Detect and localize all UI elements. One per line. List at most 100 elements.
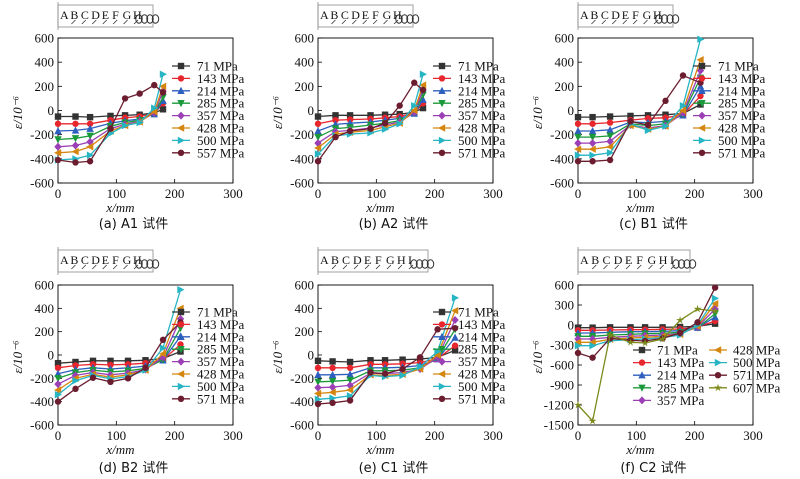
data-point xyxy=(136,90,143,97)
y-tick-label: 600 xyxy=(295,278,315,293)
y-tick-label: -400 xyxy=(30,394,54,409)
strip-gauge-mark xyxy=(393,19,399,25)
panel-caption: (f) C2 试件 xyxy=(620,461,686,476)
strip-gauge-mark xyxy=(386,264,392,270)
data-point xyxy=(606,143,614,151)
legend-marker xyxy=(714,372,722,379)
strip-gauge-mark xyxy=(612,19,617,25)
y-tick-label: -900 xyxy=(550,378,574,393)
data-point xyxy=(589,113,596,121)
legend-label: 607 MPa xyxy=(733,380,781,395)
data-point xyxy=(574,158,582,165)
strip-gauge-mark xyxy=(123,264,128,270)
legend-marker xyxy=(714,358,722,367)
data-point xyxy=(419,95,427,103)
data-point xyxy=(381,119,389,127)
data-point xyxy=(54,390,62,399)
legend-label: 143 MPa xyxy=(657,355,705,370)
strip-letter: G xyxy=(383,8,392,22)
y-tick-label: 200 xyxy=(295,79,315,94)
data-point xyxy=(159,336,167,344)
strip-letter: B xyxy=(591,253,599,267)
y-tick-label: 0 xyxy=(48,348,55,363)
data-point xyxy=(644,126,652,135)
legend-label: 285 MPa xyxy=(197,96,245,111)
legend-marker xyxy=(698,124,706,132)
y-tick-label: -200 xyxy=(30,127,54,142)
data-point xyxy=(574,127,582,135)
legend-label: 500 MPa xyxy=(458,379,506,394)
data-point xyxy=(367,112,374,119)
data-point xyxy=(662,122,670,130)
y-tick-label: 400 xyxy=(555,55,575,70)
legend-label: 357 MPa xyxy=(458,354,506,369)
legend-label: 143 MPa xyxy=(458,317,506,332)
strip-coil xyxy=(135,14,143,24)
y-tick-label: 0 xyxy=(568,318,575,333)
data-point xyxy=(332,133,339,141)
data-point xyxy=(54,386,62,394)
x-tick-label: 200 xyxy=(685,428,705,443)
legend-marker xyxy=(177,100,185,108)
data-point xyxy=(159,106,167,113)
strip-gauge-mark xyxy=(102,264,107,270)
data-point xyxy=(54,375,62,383)
strip-coil xyxy=(400,14,409,24)
legend-marker xyxy=(698,75,706,82)
strip-coil xyxy=(655,14,663,24)
strip-letter: G xyxy=(123,8,132,22)
strip-letter: A xyxy=(320,8,329,22)
legend-marker xyxy=(638,384,646,392)
data-point xyxy=(697,35,705,43)
x-tick-label: 300 xyxy=(223,428,243,443)
y-axis-label: ε/10⁻⁶ xyxy=(530,95,545,129)
legend-marker xyxy=(177,75,185,82)
strip-gauge-mark xyxy=(341,19,347,25)
y-tick-label: 200 xyxy=(35,79,55,94)
strip-letter: D xyxy=(351,8,360,22)
data-point xyxy=(332,112,339,119)
strip-coil xyxy=(421,259,429,269)
y-tick-label: 200 xyxy=(555,79,575,94)
data-point xyxy=(159,350,167,358)
data-point xyxy=(329,358,336,365)
data-point xyxy=(711,294,720,303)
legend-marker xyxy=(177,346,185,354)
strip-coil xyxy=(151,14,160,24)
y-tick-label: -600 xyxy=(30,176,54,191)
y-tick-label: 200 xyxy=(35,324,55,339)
data-point xyxy=(589,341,597,350)
strip-gauge-mark xyxy=(353,264,359,270)
y-tick-label: -300 xyxy=(550,338,574,353)
data-point xyxy=(679,106,687,115)
data-point xyxy=(86,120,94,127)
legend-label: 500 MPa xyxy=(197,133,245,148)
y-axis-label: ε/10⁻⁶ xyxy=(270,95,285,129)
strip-letter: D xyxy=(91,8,100,22)
y-tick-label: -200 xyxy=(30,371,54,386)
legend-label: 571 MPa xyxy=(458,391,506,406)
data-point xyxy=(71,147,79,156)
data-point xyxy=(314,150,322,158)
strip-gauge-mark xyxy=(92,264,97,270)
chart-panel-4: A B C D E F G H -600 -400 -200 0 200 400 600 0 100 200 300… xyxy=(10,247,245,476)
legend-marker xyxy=(438,149,446,156)
data-point xyxy=(451,316,459,324)
data-point xyxy=(696,56,704,64)
series-line xyxy=(578,39,702,156)
legend-label: 357 MPa xyxy=(718,108,766,123)
strip-letter: I xyxy=(408,253,412,267)
legend-marker xyxy=(698,111,706,120)
data-point xyxy=(574,139,582,148)
x-tick-label: 100 xyxy=(107,428,127,443)
strip-gauge-mark xyxy=(81,264,87,270)
strip-gauge-mark xyxy=(614,264,619,270)
strip-gauge-mark xyxy=(670,264,676,270)
strip-gauge-mark xyxy=(123,19,128,25)
data-point xyxy=(314,158,322,165)
